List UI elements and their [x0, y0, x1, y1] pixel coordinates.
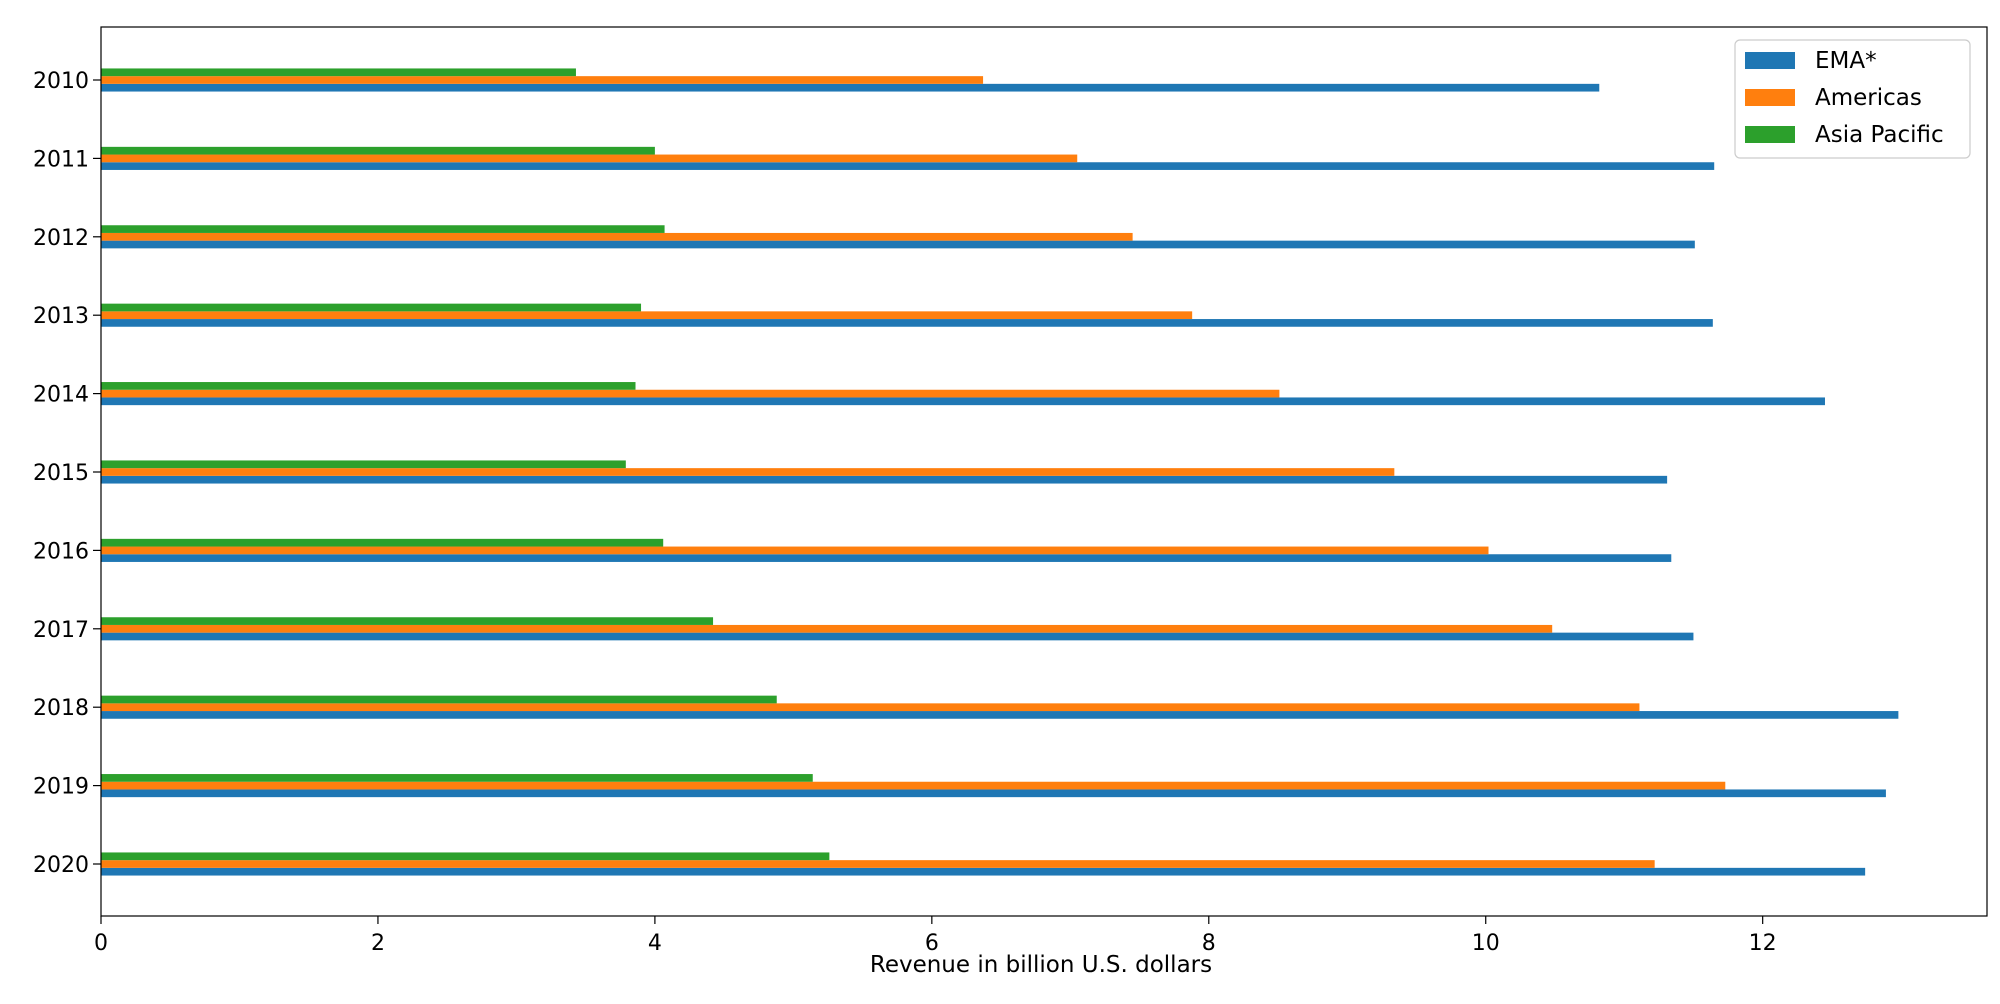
x-tick-label: 2: [371, 931, 385, 956]
bar-americas-2012: [101, 232, 1133, 241]
bar-asia-pacific-2019: [101, 774, 813, 782]
bar-ema-2014: [101, 397, 1825, 406]
bar-americas-2018: [101, 703, 1640, 712]
bar-americas-2010: [101, 76, 984, 84]
axes-layer: 0 2 4 6 8 10 12 2010 2011 2012 2013 2014 2015 2016 201…: [33, 26, 1988, 956]
bar-asia-pacific-2014: [101, 382, 636, 390]
bar-ema-2016: [101, 554, 1672, 562]
y-tick-label: 2020: [33, 853, 89, 878]
legend-label-americas: Americas: [1815, 85, 1922, 111]
y-tick-label: 2019: [33, 775, 89, 800]
x-tick-label: 10: [1472, 931, 1500, 956]
bar-ema-2020: [101, 867, 1866, 876]
y-tick-label: 2015: [33, 461, 89, 486]
bar-asia-pacific-2020: [101, 852, 830, 861]
legend-label-ema: EMA*: [1815, 48, 1877, 74]
bar-americas-2019: [101, 781, 1726, 790]
bar-ema-2010: [101, 83, 1600, 92]
bar-ema-2019: [101, 789, 1886, 798]
bar-ema-2018: [101, 711, 1899, 719]
x-tick-label: 8: [1202, 931, 1216, 956]
bar-ema-2015: [101, 475, 1668, 484]
legend-swatch-americas: [1745, 89, 1795, 106]
bar-americas-2015: [101, 468, 1395, 476]
legend-label-asia-pacific: Asia Pacific: [1815, 122, 1944, 148]
y-tick-label: 2016: [33, 539, 89, 564]
x-tick-label: 4: [648, 931, 662, 956]
y-tick-label: 2010: [33, 69, 89, 94]
bar-ema-2017: [101, 632, 1694, 641]
legend-swatch-ema: [1745, 52, 1795, 69]
bar-americas-2016: [101, 546, 1489, 555]
bar-americas-2014: [101, 389, 1280, 398]
y-tick-label: 2011: [33, 147, 89, 172]
bar-americas-2020: [101, 860, 1655, 868]
bar-asia-pacific-2010: [101, 68, 576, 77]
bar-asia-pacific-2015: [101, 460, 626, 469]
bars-layer: [101, 68, 1899, 876]
bar-asia-pacific-2013: [101, 303, 642, 312]
bar-asia-pacific-2011: [101, 146, 655, 155]
x-axis-title: Revenue in billion U.S. dollars: [870, 952, 1212, 978]
bar-asia-pacific-2018: [101, 695, 777, 704]
y-tick-label: 2012: [33, 226, 89, 251]
x-tick-label: 6: [925, 931, 939, 956]
x-tick-label: 12: [1749, 931, 1777, 956]
y-tick-label: 2013: [33, 304, 89, 329]
bar-americas-2013: [101, 311, 1193, 320]
bar-asia-pacific-2017: [101, 617, 714, 625]
y-tick-label: 2018: [33, 696, 89, 721]
bar-ema-2012: [101, 240, 1695, 249]
y-tick-label: 2014: [33, 383, 89, 408]
legend-swatch-asia-pacific: [1745, 126, 1795, 143]
y-tick-label: 2017: [33, 618, 89, 643]
bar-asia-pacific-2016: [101, 538, 664, 547]
bar-americas-2011: [101, 154, 1078, 163]
bar-asia-pacific-2012: [101, 225, 665, 233]
x-tick-label: 0: [94, 931, 108, 956]
bar-americas-2017: [101, 624, 1553, 633]
bar-ema-2011: [101, 162, 1715, 170]
bar-ema-2013: [101, 319, 1713, 327]
legend: EMA* Americas Asia Pacific: [1734, 39, 1971, 159]
